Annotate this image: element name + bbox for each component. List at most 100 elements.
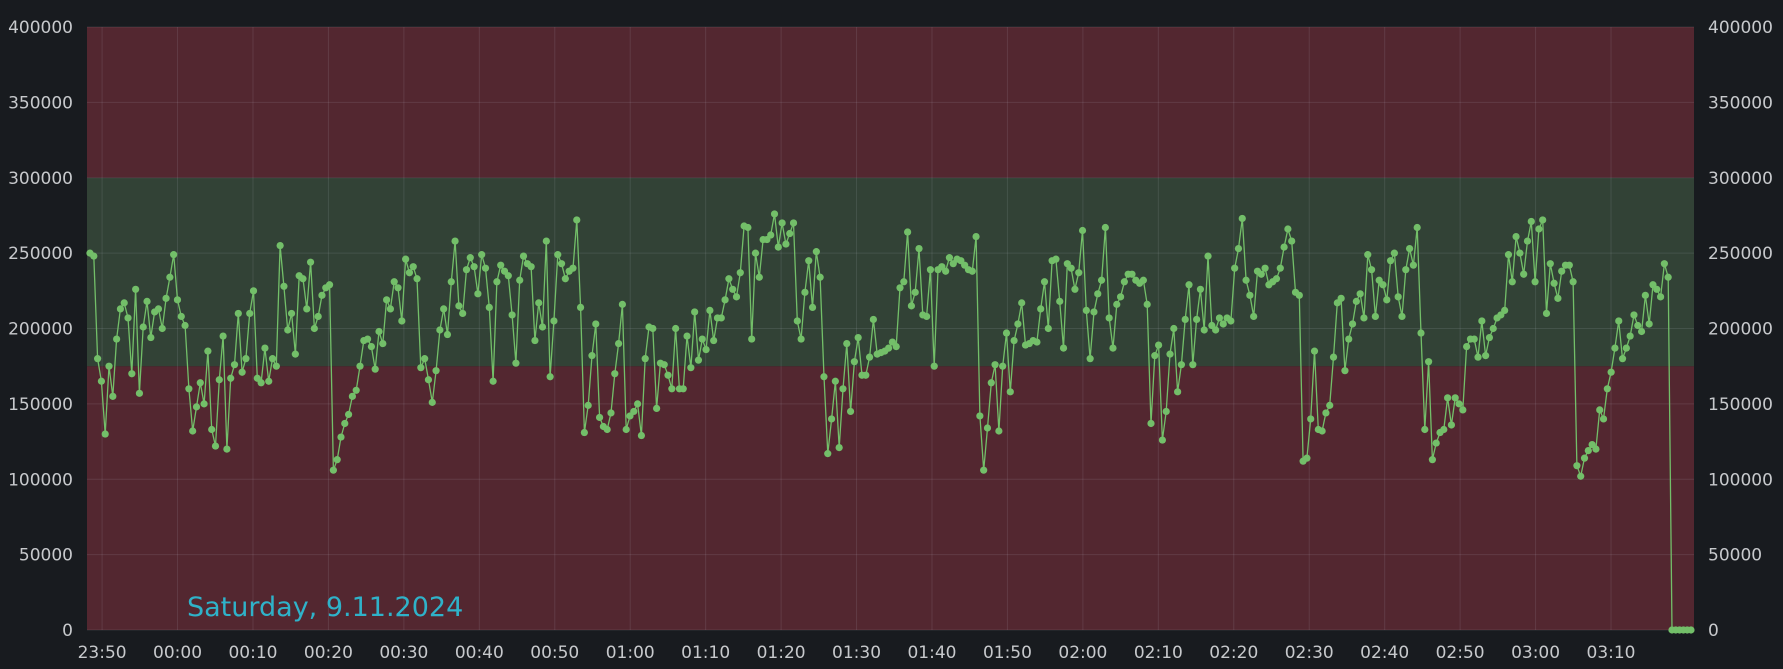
series-point	[303, 305, 311, 313]
x-tick-label: 01:10	[681, 643, 730, 663]
series-point	[846, 407, 855, 416]
series-point	[751, 249, 760, 257]
series-point	[865, 353, 874, 361]
series-point	[622, 425, 630, 434]
series-point	[1630, 311, 1638, 319]
series-point	[1432, 439, 1440, 447]
series-point	[1052, 255, 1060, 263]
series-point	[219, 332, 227, 340]
series-point	[1242, 276, 1250, 284]
series-point	[1546, 260, 1554, 268]
series-point	[310, 324, 318, 333]
series-point	[204, 347, 212, 355]
series-point	[481, 264, 490, 272]
series-point	[607, 409, 615, 417]
series-point	[561, 275, 569, 283]
series-point	[725, 275, 733, 283]
series-point	[573, 216, 581, 224]
series-point	[94, 355, 102, 363]
series-point	[1554, 294, 1562, 302]
series-point	[835, 443, 843, 452]
series-point	[1090, 308, 1098, 316]
series-point	[1234, 245, 1243, 253]
series-point	[116, 305, 125, 313]
series-point	[1056, 297, 1064, 305]
series-point	[512, 359, 520, 367]
series-point	[854, 333, 862, 342]
series-point	[1174, 388, 1182, 396]
series-point	[736, 269, 744, 277]
series-point	[154, 305, 163, 313]
series-point	[717, 314, 725, 322]
series-point	[706, 306, 714, 315]
series-point	[1607, 368, 1615, 376]
series-point	[1645, 320, 1653, 328]
series-point	[702, 346, 710, 354]
series-point	[1523, 237, 1532, 245]
series-point	[592, 320, 600, 328]
x-tick-label: 23:50	[78, 643, 127, 663]
series-point	[375, 327, 383, 336]
series-point	[1451, 394, 1459, 402]
series-point	[649, 324, 657, 333]
y-tick-label-right: 400000	[1708, 18, 1773, 38]
series-point	[1405, 245, 1414, 253]
series-point	[1611, 344, 1619, 352]
series-point	[1193, 315, 1201, 324]
series-point	[1078, 226, 1087, 235]
series-point	[1348, 320, 1357, 328]
series-point	[550, 317, 558, 325]
series-point	[276, 241, 284, 250]
series-point	[831, 377, 839, 385]
series-point	[580, 428, 588, 437]
x-tick-label: 01:50	[983, 643, 1032, 663]
series-point	[440, 305, 448, 313]
series-point	[732, 293, 741, 301]
series-point	[280, 282, 288, 290]
series-point	[1440, 425, 1448, 434]
series-point	[1360, 314, 1368, 322]
series-point	[1417, 329, 1425, 337]
series-point	[1166, 350, 1174, 358]
series-point	[1075, 269, 1083, 277]
series-point	[1250, 312, 1258, 321]
series-point	[1185, 281, 1193, 289]
series-point	[926, 266, 935, 274]
series-point	[1067, 264, 1075, 272]
series-point	[1603, 385, 1611, 393]
x-tick-label: 00:40	[455, 643, 504, 663]
series-point	[1082, 306, 1090, 315]
series-point	[980, 466, 988, 474]
series-point	[1212, 326, 1220, 334]
series-point	[827, 415, 836, 423]
series-point	[306, 258, 315, 266]
series-point	[1584, 447, 1592, 455]
series-point	[1390, 249, 1398, 257]
series-point	[1200, 326, 1208, 334]
series-point	[1040, 278, 1049, 286]
series-point	[782, 240, 790, 248]
series-point	[1470, 335, 1478, 343]
y-tick-label-right: 100000	[1708, 470, 1773, 490]
series-point	[101, 430, 109, 438]
series-point	[504, 272, 512, 280]
series-point	[158, 324, 166, 333]
y-tick-label-right: 350000	[1708, 93, 1773, 113]
series-point	[1116, 293, 1125, 301]
series-point	[242, 355, 250, 363]
series-point	[618, 300, 626, 308]
series-point	[1105, 314, 1113, 322]
series-point	[1113, 300, 1121, 308]
x-tick-label: 01:20	[757, 643, 806, 663]
series-point	[333, 456, 341, 464]
series-point	[923, 312, 931, 321]
series-point	[1641, 291, 1649, 299]
x-tick-label: 02:20	[1209, 643, 1258, 663]
series-point	[892, 342, 900, 351]
series-point	[1508, 278, 1516, 286]
series-point	[774, 243, 782, 251]
y-tick-label-right: 150000	[1708, 395, 1773, 415]
series-point	[443, 330, 452, 339]
x-tick-label: 00:50	[530, 643, 579, 663]
series-point	[147, 333, 155, 342]
